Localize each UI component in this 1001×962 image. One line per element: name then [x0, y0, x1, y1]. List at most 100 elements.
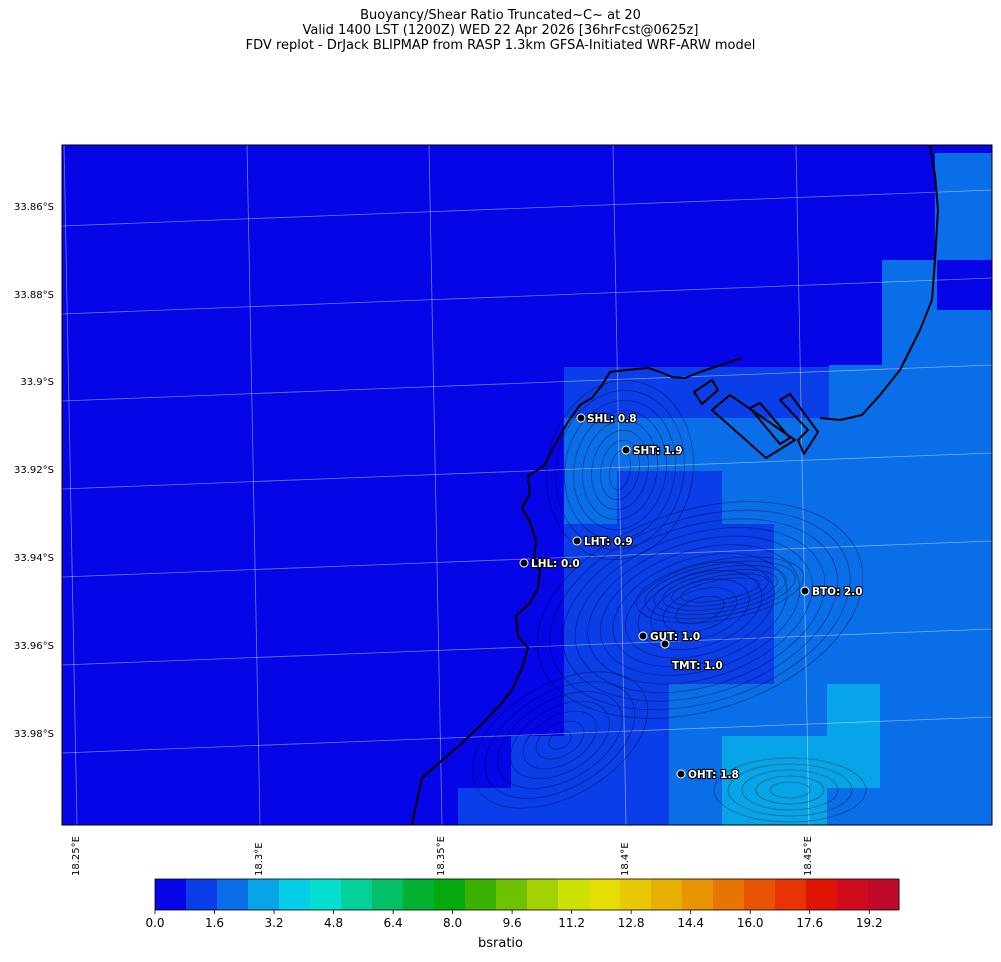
graticule — [62, 145, 992, 825]
colorbar-swatch — [155, 879, 187, 910]
contour-line — [755, 775, 825, 805]
contour-line — [671, 573, 769, 607]
contour-line — [497, 691, 623, 789]
contour-line — [484, 681, 636, 799]
station-dot — [800, 586, 810, 596]
contour-line — [574, 527, 826, 693]
title-line-1: Buoyancy/Shear Ratio Truncated~C~ at 20 — [360, 8, 641, 23]
map-plot-area — [62, 145, 992, 825]
latitude-label: 33.94°S — [14, 553, 54, 564]
station-label: SHT: 1.9 — [633, 445, 682, 457]
contour-line — [662, 569, 778, 611]
longitude-label: 18.4°E — [620, 842, 631, 876]
contour-line — [600, 439, 640, 501]
contour-line — [637, 570, 763, 650]
field-cell — [617, 418, 722, 471]
colorbar-swatch — [248, 879, 280, 910]
map-title: Buoyancy/Shear Ratio Truncated~C~ at 20 … — [0, 8, 1001, 53]
latitude-label: 33.98°S — [14, 729, 54, 740]
contour-line — [713, 757, 867, 823]
contour-line — [471, 671, 649, 809]
field-cell — [511, 736, 564, 788]
colorbar-swatch — [186, 879, 218, 910]
field-cell — [882, 260, 937, 418]
colorbar-swatch — [403, 879, 435, 910]
field-cell — [458, 788, 511, 825]
station-label: TMT: 1.0 — [672, 660, 723, 672]
contour-line — [644, 560, 796, 620]
colorbar-swatch — [496, 879, 528, 910]
colorbar-swatch — [217, 879, 249, 910]
contour-line — [663, 587, 737, 633]
colorbar-tick-label: 8.0 — [443, 916, 463, 930]
contour-line — [591, 430, 649, 510]
map-frame — [61, 144, 993, 826]
colorbar-swatch — [434, 879, 466, 910]
contour-line — [564, 400, 676, 540]
colorbar-swatch — [651, 879, 683, 910]
colorbar-swatch — [465, 879, 497, 910]
latitude-label: 33.92°S — [14, 465, 54, 476]
colorbar-tick-label: 17.6 — [796, 916, 824, 930]
station-dot — [660, 639, 670, 649]
station-marker: OHT: 1.8 — [676, 768, 740, 782]
field-cells — [458, 153, 992, 825]
contour-line — [680, 577, 760, 603]
contour-line — [535, 720, 585, 760]
longitude-label: 18.45°E — [803, 836, 814, 876]
contour-line — [555, 390, 685, 550]
colorbar-swatch — [279, 879, 311, 910]
colorbar-tick-label: 14.4 — [677, 916, 705, 930]
field-cell — [722, 736, 880, 789]
colorbar-tick-label: 6.4 — [383, 916, 403, 930]
colorbar-tick-label: 0.0 — [145, 916, 165, 930]
longitude-gridline — [63, 145, 78, 825]
latitude-label: 33.9°S — [20, 377, 54, 388]
contour-line — [653, 565, 787, 615]
station-marker: LHL: 0.0 — [519, 557, 581, 571]
latitude-gridline — [62, 452, 992, 490]
colorbar-tick-label: 4.8 — [324, 916, 344, 930]
colorbar-tick-label: 3.2 — [264, 916, 284, 930]
station-label: LHT: 0.9 — [584, 536, 633, 548]
colorbar-swatch — [341, 879, 373, 910]
field-cell — [511, 788, 564, 825]
station-marker: GUT: 1.0 — [638, 630, 701, 644]
contour-line — [573, 410, 667, 530]
longitude-label: 18.25°E — [71, 836, 82, 876]
contour-line — [625, 561, 775, 659]
coastline-east — [819, 145, 939, 421]
longitude-gridline — [795, 145, 810, 825]
station-label: GUT: 1.0 — [650, 631, 700, 643]
contour-line — [536, 501, 864, 719]
field-cell — [827, 788, 992, 825]
latitude-gridline — [62, 189, 992, 227]
title-line-3: FDV replot - DrJack BLIPMAP from RASP 1.… — [245, 38, 756, 53]
field-cell — [827, 684, 880, 736]
field-cell — [564, 736, 669, 788]
colorbar-frame — [154, 878, 900, 911]
contour-line — [510, 701, 610, 779]
latitude-gridline — [62, 277, 992, 315]
contour-line — [587, 535, 813, 685]
contour-line — [600, 544, 800, 676]
colorbar-tick-label: 19.2 — [855, 916, 883, 930]
title-line-2: Valid 1400 LST (1200Z) WED 22 Apr 2026 [… — [302, 23, 699, 38]
contour-line — [769, 781, 811, 799]
colorbar-tick-label: 11.2 — [558, 916, 585, 930]
field-cell — [617, 471, 722, 524]
station-dot — [621, 445, 631, 455]
field-cell — [880, 684, 992, 789]
contour-line — [582, 420, 658, 520]
colorbar-swatch — [589, 879, 621, 910]
latitude-label: 33.86°S — [14, 202, 54, 213]
field-cell — [564, 788, 669, 825]
latitude-gridline — [62, 716, 992, 754]
field-cell — [564, 524, 774, 684]
colorbar-swatch — [806, 879, 838, 910]
harbour-pier — [693, 379, 719, 405]
station-label: BTO: 2.0 — [812, 586, 863, 598]
longitude-label: 18.3°E — [254, 842, 265, 876]
field-cell — [669, 788, 722, 825]
colorbar-swatch — [868, 879, 900, 910]
